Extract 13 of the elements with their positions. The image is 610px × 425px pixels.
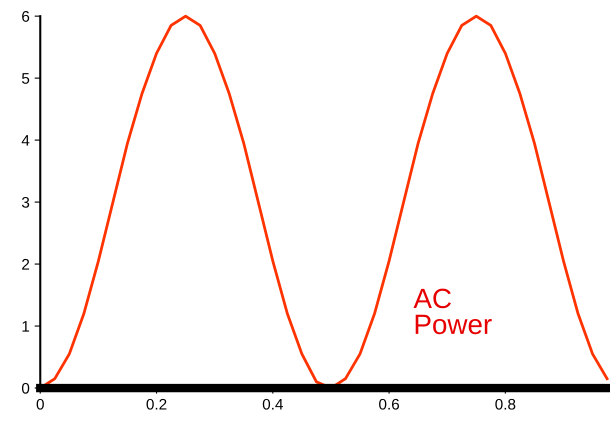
y-tick-label: 1 bbox=[22, 321, 30, 332]
y-tick-label: 2 bbox=[22, 258, 30, 270]
y-tick-label: 4 bbox=[22, 135, 30, 146]
x-tick-label: 0.6 bbox=[379, 398, 400, 410]
y-tick-label: 3 bbox=[22, 196, 30, 208]
y-tick-label: 5 bbox=[22, 73, 30, 84]
y-tick-label: 6 bbox=[22, 11, 30, 22]
x-tick-label: 0 bbox=[36, 398, 44, 410]
x-tick-label: 0.2 bbox=[146, 398, 166, 410]
x-tick-label: 0.4 bbox=[262, 398, 283, 410]
annotation: AC Power bbox=[413, 288, 492, 334]
y-tick-label: 0 bbox=[22, 382, 30, 394]
x-tick-label: 0.8 bbox=[495, 398, 516, 410]
